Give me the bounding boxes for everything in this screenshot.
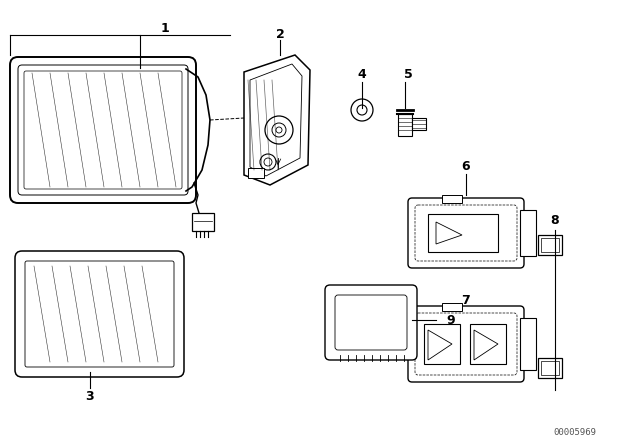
- Bar: [538, 358, 562, 378]
- Circle shape: [260, 154, 276, 170]
- Bar: [520, 318, 536, 370]
- Circle shape: [276, 127, 282, 133]
- Text: 9: 9: [446, 314, 454, 327]
- Text: 00005969: 00005969: [554, 427, 596, 436]
- Bar: [470, 324, 506, 364]
- Bar: [520, 210, 536, 256]
- FancyBboxPatch shape: [10, 57, 196, 203]
- Text: 4: 4: [358, 68, 366, 81]
- Text: 5: 5: [404, 68, 412, 81]
- Polygon shape: [244, 55, 310, 185]
- Circle shape: [265, 116, 293, 144]
- Bar: [412, 118, 426, 130]
- FancyBboxPatch shape: [15, 251, 184, 377]
- Circle shape: [272, 123, 286, 137]
- FancyBboxPatch shape: [408, 306, 524, 382]
- Bar: [398, 114, 412, 136]
- FancyBboxPatch shape: [325, 285, 417, 360]
- Bar: [428, 214, 498, 252]
- Circle shape: [264, 158, 272, 166]
- Bar: [442, 195, 462, 203]
- Bar: [538, 235, 562, 255]
- Bar: [192, 213, 214, 231]
- Text: 1: 1: [161, 22, 170, 34]
- Bar: [442, 303, 462, 311]
- Polygon shape: [436, 222, 462, 244]
- FancyBboxPatch shape: [18, 65, 188, 195]
- Text: 6: 6: [461, 159, 470, 172]
- Bar: [541, 238, 559, 252]
- FancyBboxPatch shape: [24, 71, 182, 189]
- Polygon shape: [250, 64, 302, 176]
- FancyBboxPatch shape: [25, 261, 174, 367]
- FancyBboxPatch shape: [335, 295, 407, 350]
- Polygon shape: [474, 330, 498, 360]
- FancyBboxPatch shape: [415, 313, 517, 375]
- FancyBboxPatch shape: [415, 205, 517, 261]
- Text: 7: 7: [461, 293, 470, 306]
- Bar: [541, 361, 559, 375]
- Text: 8: 8: [550, 214, 559, 227]
- Circle shape: [351, 99, 373, 121]
- Bar: [248, 168, 264, 178]
- Text: 3: 3: [86, 389, 94, 402]
- Text: 2: 2: [276, 27, 284, 40]
- Polygon shape: [428, 330, 452, 360]
- FancyBboxPatch shape: [408, 198, 524, 268]
- Circle shape: [357, 105, 367, 115]
- Bar: [424, 324, 460, 364]
